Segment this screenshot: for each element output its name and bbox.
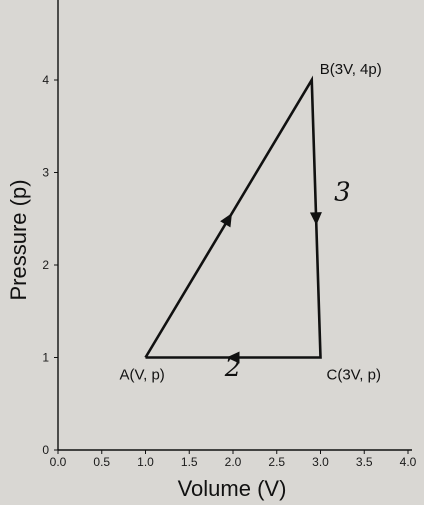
x-tick-label: 1.0 (137, 455, 154, 469)
x-axis-label: Volume (V) (178, 476, 287, 501)
y-tick-label: 3 (42, 166, 49, 180)
x-tick-label: 3.5 (356, 455, 373, 469)
y-tick-label: 2 (42, 258, 49, 272)
x-tick-label: 1.5 (181, 455, 198, 469)
point-label-a: A(V, p) (120, 367, 165, 384)
x-tick-label: 0.0 (50, 455, 67, 469)
arrow-c-a (226, 351, 240, 364)
cycle-path (144, 75, 322, 359)
arrow-b-c (309, 212, 322, 226)
x-tick-label: 2.0 (225, 455, 242, 469)
y-axis-label: Pressure (p) (6, 179, 31, 300)
point-label-c: C(3V, p) (327, 367, 381, 384)
arrow-a-b (220, 213, 232, 228)
x-tick-label: 0.5 (93, 455, 110, 469)
point-label-b: B(3V, 4p) (320, 61, 382, 78)
y-tick-label: 4 (42, 73, 49, 87)
x-tick-label: 2.5 (268, 455, 285, 469)
y-tick-label: 1 (42, 351, 49, 365)
handwritten-annotation: 2 (224, 353, 242, 383)
x-tick-label: 3.0 (312, 455, 329, 469)
handwritten-annotation: 3 (334, 177, 351, 207)
x-tick-label: 4.0 (400, 455, 417, 469)
y-tick-label: 0 (42, 443, 49, 457)
